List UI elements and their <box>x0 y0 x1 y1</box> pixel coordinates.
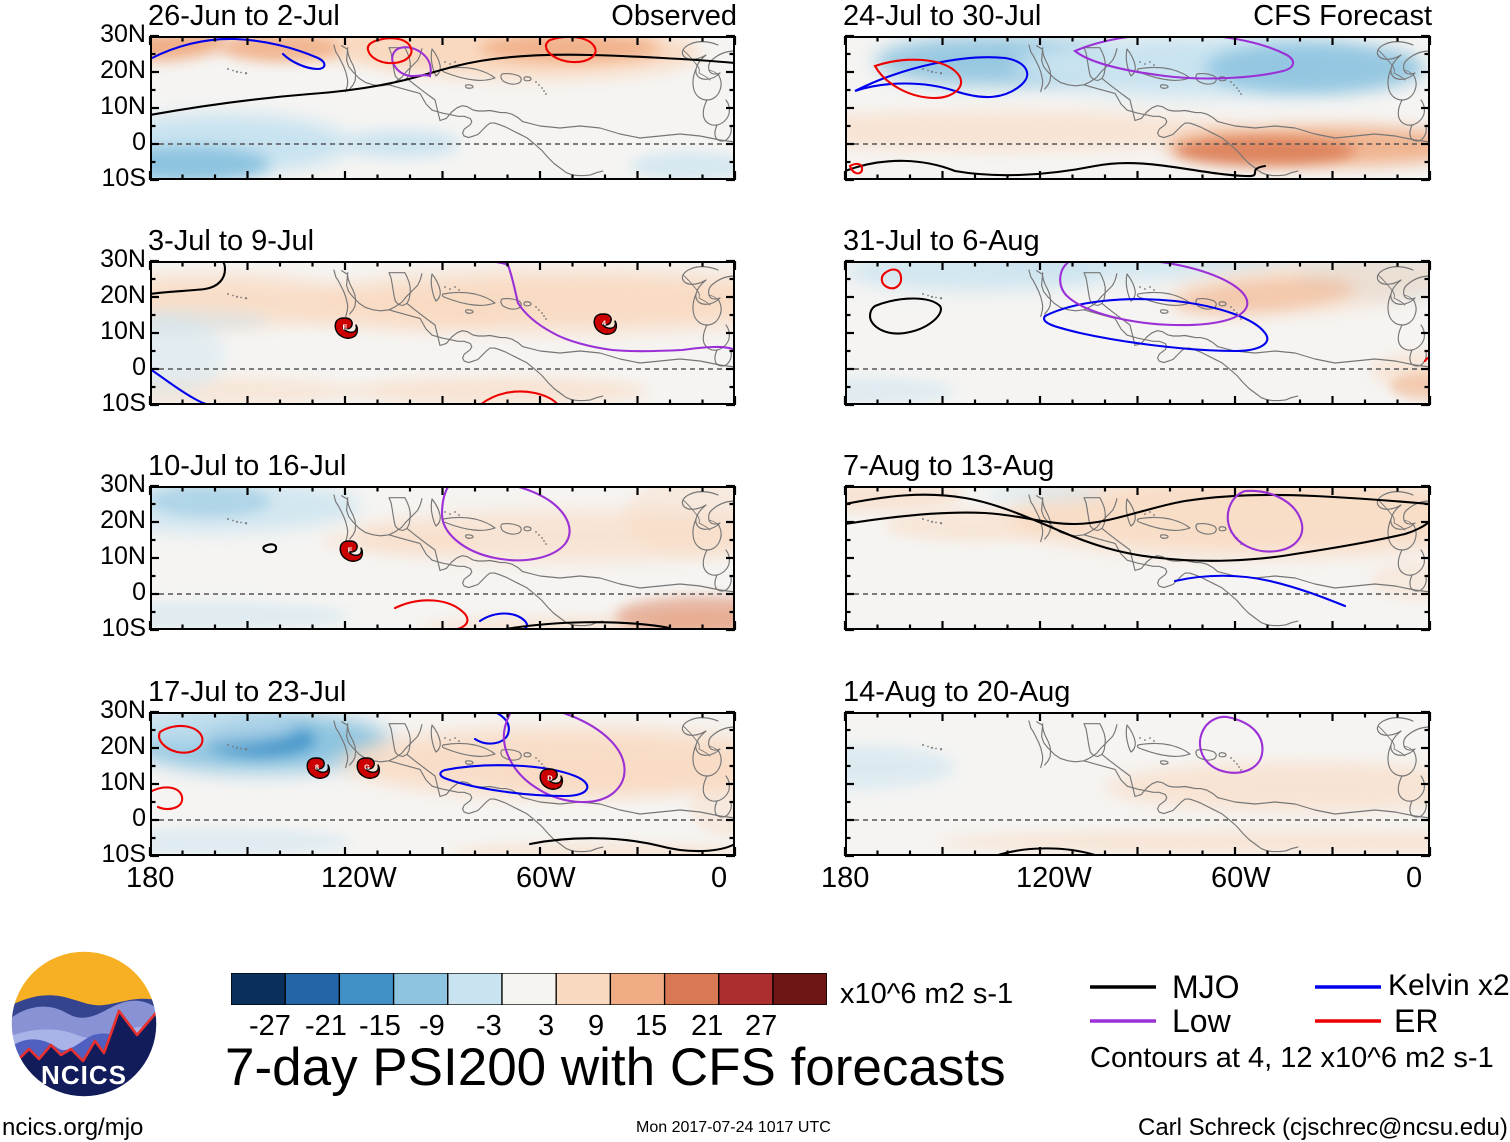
svg-text:NCICS: NCICS <box>41 1060 127 1090</box>
